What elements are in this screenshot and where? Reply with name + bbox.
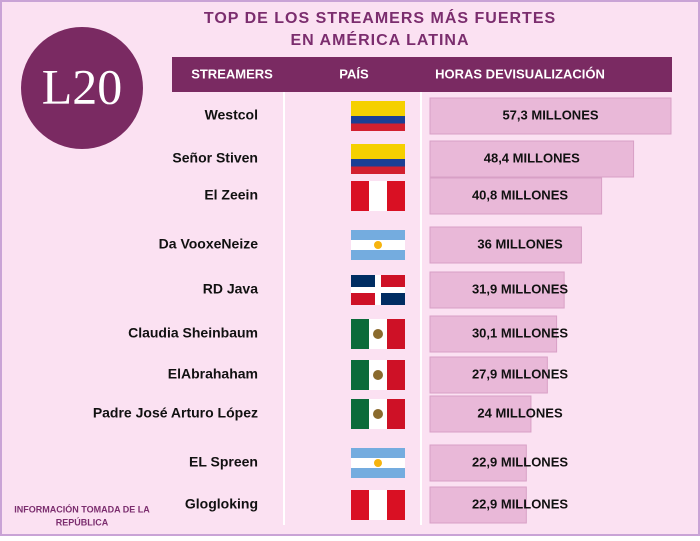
streamer-name: Westcol [205, 107, 258, 123]
bar [429, 395, 532, 433]
value-label: 31,9 MILLONES [472, 281, 568, 296]
column-header: HORAS DEVISUALIZACIÓN [435, 66, 605, 81]
flag [351, 275, 405, 305]
bar [429, 97, 672, 135]
value-label: 22,9 MILLONES [472, 496, 568, 511]
streamer-name: Glogloking [185, 496, 258, 512]
flag [351, 448, 405, 478]
chart-title-line2: EN AMÉRICA LATINA [290, 30, 469, 49]
stripe [387, 319, 405, 349]
sun [374, 241, 382, 249]
stripe [351, 116, 405, 124]
bar [429, 271, 565, 309]
bar [429, 226, 582, 264]
value-label: 48,4 MILLONES [484, 150, 580, 165]
value-label: 30,1 MILLONES [472, 325, 568, 340]
stripe [351, 144, 405, 159]
stripe [351, 166, 405, 174]
flag [351, 101, 405, 131]
stripe [351, 319, 369, 349]
value-label: 36 MILLONES [477, 236, 563, 251]
stripe [387, 399, 405, 429]
emblem [373, 370, 383, 380]
quarter [351, 275, 378, 290]
stripe [351, 159, 405, 167]
emblem [373, 329, 383, 339]
quarter [378, 290, 405, 305]
header-bar [172, 57, 672, 92]
flag [351, 181, 405, 211]
quarter [351, 290, 378, 305]
flag [351, 144, 405, 174]
streamer-name: EL Spreen [189, 454, 258, 470]
bar [429, 140, 635, 178]
bar [429, 486, 527, 524]
streamer-name: RD Java [203, 281, 258, 297]
stripe [351, 360, 369, 390]
bar [429, 444, 527, 482]
column-header: STREAMERS [191, 66, 273, 81]
value-label: 57,3 MILLONES [502, 107, 598, 122]
bar [429, 177, 603, 215]
stripe [387, 360, 405, 390]
stripe [351, 101, 405, 116]
streamer-name: Da VooxeNeize [159, 236, 259, 252]
sun [374, 459, 382, 467]
column-header: PAÍS [339, 66, 369, 81]
streamer-name: ElAbrahaham [168, 366, 258, 382]
flag [351, 360, 405, 390]
flag [351, 399, 405, 429]
source-note-line2: REPÚBLICA [56, 516, 109, 527]
value-label: 27,9 MILLONES [472, 366, 568, 381]
source-note: INFORMACIÓN TOMADA DE LA [14, 503, 150, 514]
value-label: 24 MILLONES [477, 405, 563, 420]
streamer-name: Señor Stiven [172, 150, 258, 166]
stripe [369, 490, 387, 520]
bar [429, 356, 548, 394]
flag [351, 319, 405, 349]
logo-circle [21, 27, 143, 149]
stripe [369, 181, 387, 211]
streamer-name: Claudia Sheinbaum [128, 325, 258, 341]
flag [351, 230, 405, 260]
stripe [351, 123, 405, 131]
chart-title: TOP DE LOS STREAMERS MÁS FUERTES [204, 8, 556, 27]
emblem [373, 409, 383, 419]
logo: L20 [42, 58, 123, 114]
value-label: 40,8 MILLONES [472, 187, 568, 202]
quarter [378, 275, 405, 290]
cross [351, 287, 405, 293]
stripe [351, 399, 369, 429]
streamer-name: El Zeein [204, 187, 258, 203]
streamer-name: Padre José Arturo López [93, 405, 258, 421]
flag [351, 490, 405, 520]
bar [429, 315, 558, 353]
value-label: 22,9 MILLONES [472, 454, 568, 469]
